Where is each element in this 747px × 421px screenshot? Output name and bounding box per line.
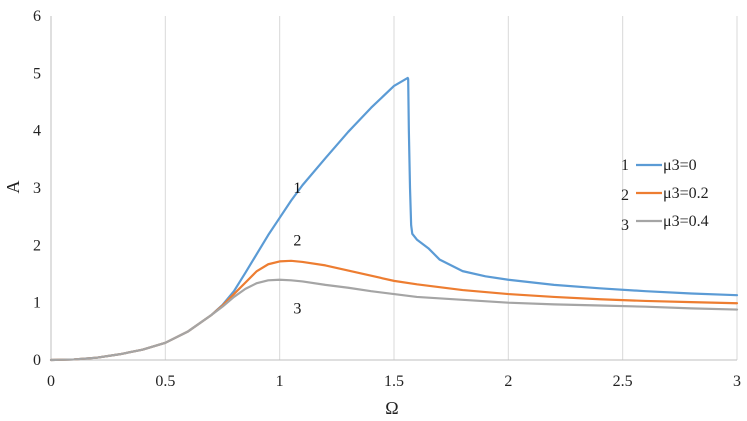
curve-number-label-2: 2 xyxy=(293,233,301,250)
x-axis-title: Ω xyxy=(385,398,398,418)
x-tick-label: 0 xyxy=(47,373,55,390)
legend-series-name-2: μ3=0.2 xyxy=(663,185,709,202)
x-tick-label: 1.5 xyxy=(384,373,404,390)
curve-number-label-3: 3 xyxy=(293,300,301,317)
x-tick-label: 3 xyxy=(733,373,741,390)
y-tick-label: 5 xyxy=(33,65,41,82)
y-axis-title: A xyxy=(3,181,23,194)
series-line-3 xyxy=(49,278,739,362)
y-tick-label: 0 xyxy=(33,352,41,369)
y-tick-label: 4 xyxy=(33,123,41,140)
y-tick-label: 6 xyxy=(33,8,41,25)
legend-series-name-3: μ3=0.4 xyxy=(663,213,709,230)
x-tick-label: 0.5 xyxy=(155,373,175,390)
x-tick-label: 2.5 xyxy=(613,373,633,390)
legend-number-3: 3 xyxy=(621,217,629,234)
legend-number-1: 1 xyxy=(621,157,629,174)
x-tick-label: 1 xyxy=(276,373,284,390)
legend: 1 μ3=0 2 μ3=0.2 3 μ3=0.4 xyxy=(621,157,709,234)
legend-series-name-1: μ3=0 xyxy=(663,157,697,174)
y-tick-label: 2 xyxy=(33,237,41,254)
y-tick-label: 3 xyxy=(33,180,41,197)
grid-lines xyxy=(164,16,738,360)
y-tick-label: 1 xyxy=(33,295,41,312)
axes xyxy=(50,16,737,361)
legend-number-2: 2 xyxy=(621,187,629,204)
curve-labels: 1 2 3 xyxy=(293,180,301,317)
x-tick-label: 2 xyxy=(504,373,512,390)
curve-number-label-1: 1 xyxy=(293,180,301,197)
series-lines xyxy=(49,76,739,362)
tick-labels: 0 0.5 1 1.5 2 2.5 3 0 1 2 3 4 5 6 xyxy=(33,8,741,390)
